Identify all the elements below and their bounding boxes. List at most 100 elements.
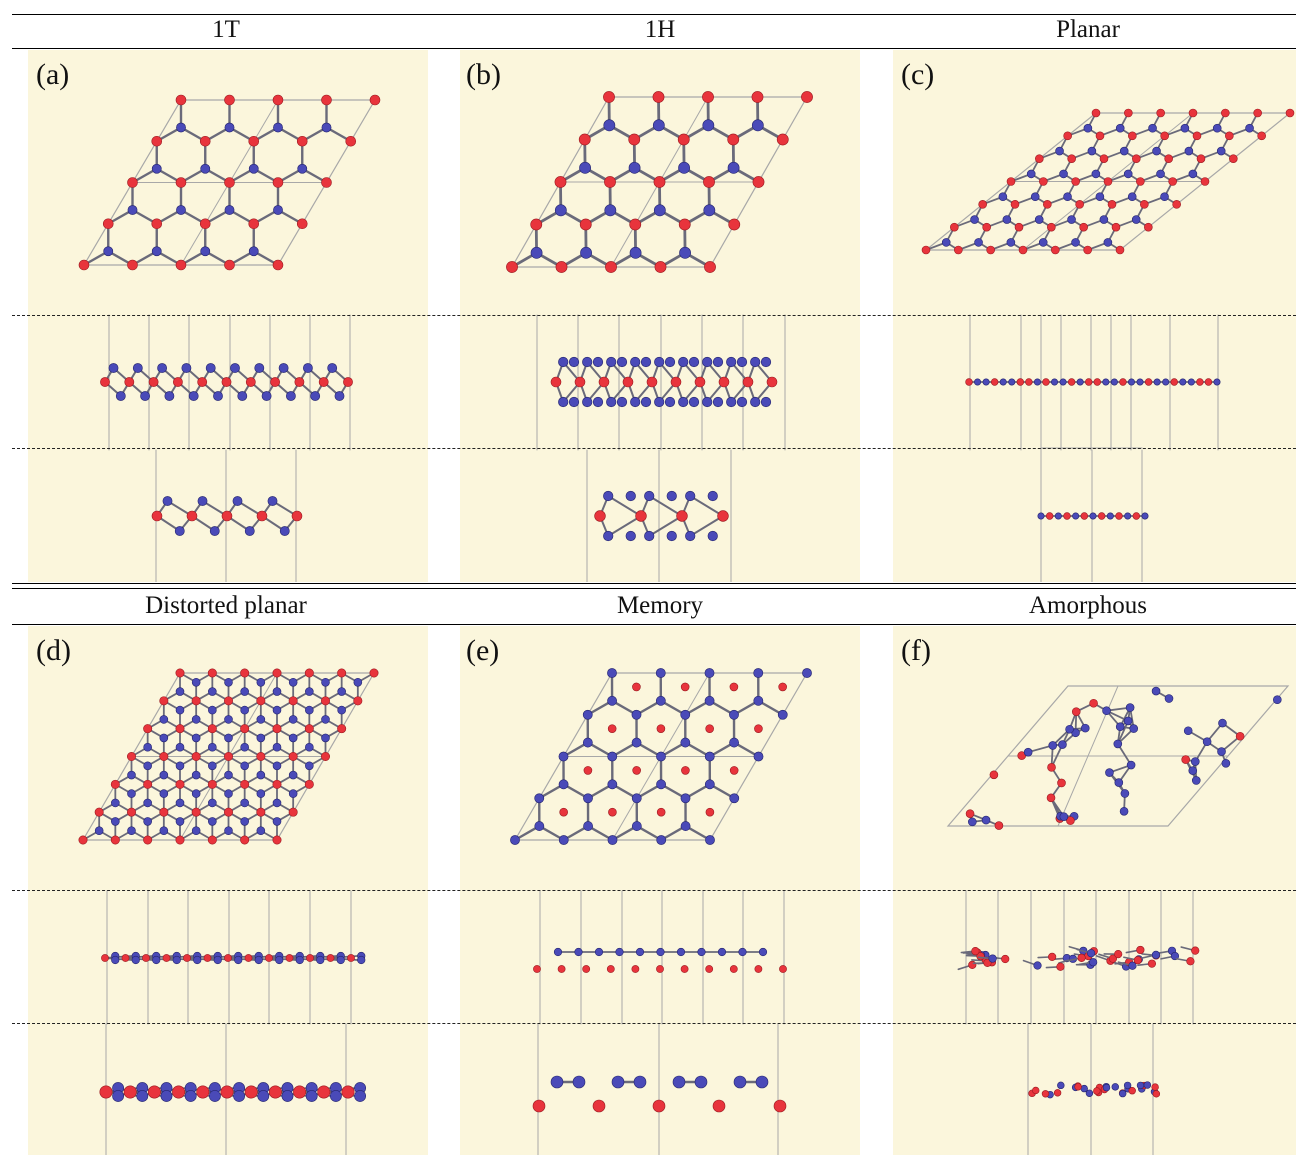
metal-atom (78, 259, 90, 271)
chalcogen-atom (200, 163, 211, 174)
metal-atom (1091, 108, 1101, 118)
metal-atom (1133, 956, 1142, 965)
metal-atom (1170, 378, 1178, 386)
metal-atom (606, 965, 615, 973)
panel-label-c: (c) (901, 58, 935, 91)
metal-atom (224, 94, 235, 106)
chalcogen-atom (111, 955, 120, 965)
metal-atom (256, 696, 266, 706)
chalcogen-atom (1067, 215, 1076, 224)
metal-atom (632, 682, 641, 692)
chalcogen-atom (702, 119, 715, 132)
metal-atom (143, 835, 153, 845)
chalcogen-atom (191, 733, 201, 743)
chalcogen-atom (1126, 760, 1136, 770)
chalcogen-atom (582, 396, 593, 408)
metal-atom (506, 261, 518, 273)
metal-atom (677, 133, 690, 146)
chalcogen-atom (988, 954, 997, 963)
chalcogen-atom (1221, 759, 1231, 768)
chalcogen-atom (175, 687, 185, 696)
chalcogen-atom (115, 391, 126, 401)
metal-atom (148, 377, 159, 387)
metal-atom (1093, 1087, 1101, 1095)
metal-atom (605, 261, 617, 273)
metal-atom (656, 807, 666, 817)
chalcogen-atom (1120, 789, 1130, 798)
chalcogen-atom (1170, 951, 1180, 961)
metal-atom (224, 752, 234, 762)
chalcogen-atom (583, 821, 593, 831)
metal-atom (244, 1085, 258, 1099)
metal-atom (272, 177, 284, 188)
metal-atom (994, 821, 1004, 830)
metal-atom (1095, 131, 1105, 141)
chalcogen-atom (213, 955, 222, 965)
chalcogen-atom (1191, 776, 1201, 785)
metal-atom (629, 218, 642, 231)
metal-atom (1181, 755, 1190, 764)
panel-label-f: (f) (901, 634, 931, 667)
chalcogen-atom (656, 947, 665, 957)
chalcogen-atom (275, 955, 284, 965)
chalcogen-atom (672, 1075, 686, 1089)
chalcogen-atom (233, 1090, 245, 1102)
chalcogen-atom (191, 789, 201, 798)
metal-atom (1172, 200, 1181, 209)
metal-atom (343, 377, 353, 387)
metal-atom (1136, 945, 1145, 955)
metal-atom (110, 779, 120, 789)
chalcogen-atom (1151, 686, 1161, 696)
chalcogen-atom (592, 356, 604, 368)
chalcogen-atom (1080, 723, 1090, 733)
panel-1t: (a) (28, 50, 428, 582)
metal-atom (766, 376, 778, 388)
table-top-rule (12, 14, 1296, 15)
chalcogen-atom (558, 356, 569, 368)
metal-atom (272, 724, 282, 734)
chalcogen-atom (1055, 146, 1064, 156)
chalcogen-atom (272, 798, 282, 808)
chalcogen-atom (1164, 694, 1174, 703)
chalcogen-atom (703, 204, 716, 217)
metal-atom (159, 752, 169, 762)
view-separator-1 (12, 315, 1296, 316)
chalcogen-atom (1217, 747, 1226, 756)
chalcogen-atom (729, 737, 739, 748)
chalcogen-atom (1143, 1081, 1152, 1089)
metal-atom (256, 752, 266, 762)
chalcogen-atom (655, 695, 666, 706)
chalcogen-atom (1216, 146, 1226, 156)
chalcogen-atom (625, 530, 636, 542)
chalcogen-atom (733, 1075, 747, 1089)
metal-atom (729, 766, 739, 775)
metal-atom (1235, 731, 1245, 741)
bond (607, 495, 642, 517)
chalcogen-atom (558, 751, 569, 762)
metal-atom (1119, 378, 1127, 386)
chalcogen-atom (1115, 123, 1125, 133)
chalcogen-atom (175, 798, 185, 808)
chalcogen-atom (159, 789, 169, 798)
structure-distorted-planar (78, 668, 379, 1155)
metal-atom (1046, 793, 1056, 803)
metal-atom (1160, 131, 1169, 141)
chalcogen-atom (329, 1090, 342, 1102)
metal-atom (653, 176, 666, 188)
chalcogen-atom (750, 396, 761, 408)
metal-atom (1103, 177, 1113, 186)
chalcogen-atom (181, 363, 192, 373)
metal-atom (1080, 512, 1089, 520)
chalcogen-atom (640, 356, 652, 368)
metal-atom (272, 259, 284, 271)
metal-atom (1025, 378, 1033, 386)
chalcogen-atom (558, 835, 569, 845)
metal-atom (147, 1085, 161, 1099)
chalcogen-atom (337, 687, 346, 696)
metal-atom (127, 752, 137, 762)
chalcogen-atom (257, 1090, 270, 1102)
metal-atom (1196, 154, 1206, 163)
chalcogen-atom (666, 530, 677, 542)
chalcogen-atom (143, 761, 152, 771)
chalcogen-atom (127, 826, 136, 836)
